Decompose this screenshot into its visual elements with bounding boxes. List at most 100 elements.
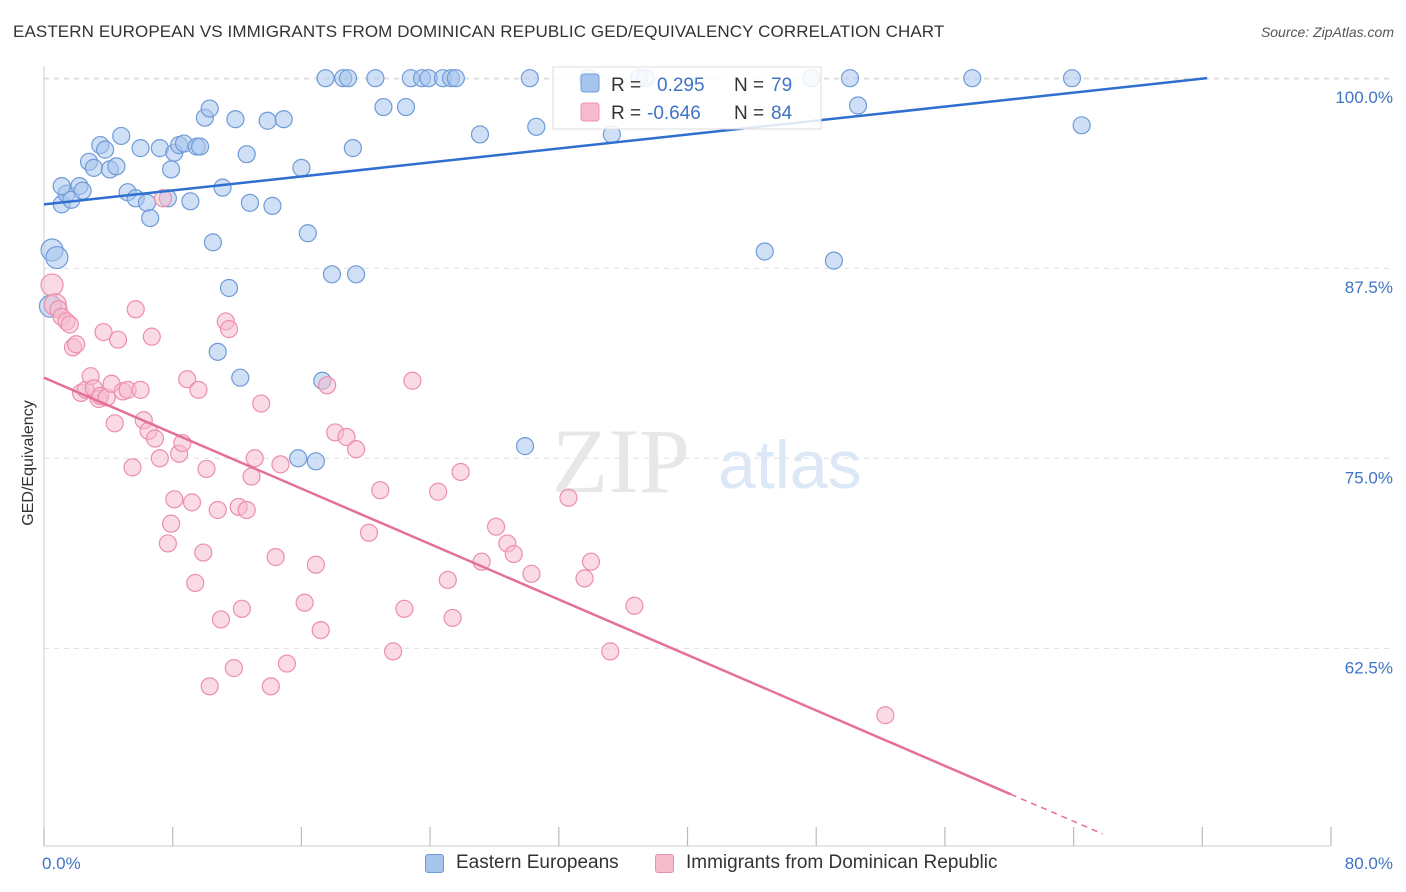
point-dominican-immigrants <box>575 569 594 588</box>
point-eastern-europeans <box>107 157 126 176</box>
point-dominican-immigrants <box>271 455 290 474</box>
point-dominican-immigrants <box>266 548 285 567</box>
point-dominican-immigrants <box>451 462 470 482</box>
legend: Eastern Europeans Immigrants from Domini… <box>0 852 1406 878</box>
point-eastern-europeans <box>366 69 385 88</box>
point-dominican-immigrants <box>40 273 64 297</box>
point-dominican-immigrants <box>346 440 366 459</box>
point-eastern-europeans <box>316 69 335 88</box>
point-eastern-europeans <box>96 140 115 159</box>
point-dominican-immigrants <box>295 593 314 612</box>
point-dominican-immigrants <box>126 300 145 319</box>
point-dominican-immigrants <box>67 335 86 354</box>
point-eastern-europeans <box>520 69 539 88</box>
point-eastern-europeans <box>213 178 232 197</box>
point-eastern-europeans <box>161 160 181 179</box>
point-eastern-europeans <box>1062 69 1082 88</box>
point-eastern-europeans <box>374 97 393 117</box>
point-eastern-europeans <box>515 437 535 456</box>
point-dominican-immigrants <box>359 523 379 542</box>
point-eastern-europeans <box>1072 116 1091 135</box>
stats-box: R = 0.295 N = 79 R = -0.646 N = 84 <box>552 66 822 130</box>
point-dominican-immigrants <box>158 534 177 553</box>
point-dominican-immigrants <box>60 315 79 334</box>
stats-r-label-1: R = <box>611 75 641 96</box>
point-dominican-immigrants <box>189 380 208 399</box>
point-eastern-europeans <box>346 265 366 284</box>
point-dominican-immigrants <box>200 677 219 696</box>
point-eastern-europeans <box>131 139 150 158</box>
point-eastern-europeans <box>219 278 239 298</box>
source-label: Source: ZipAtlas.com <box>1260 24 1394 40</box>
y-axis-label: GED/Equivalency <box>20 400 37 525</box>
stats-n-label-2: N = <box>734 103 764 124</box>
point-dominican-immigrants <box>186 573 205 593</box>
point-dominican-immigrants <box>145 429 165 448</box>
series-eastern-europeans <box>38 69 1091 471</box>
point-dominican-immigrants <box>161 514 181 533</box>
point-eastern-europeans <box>200 99 219 118</box>
y-tick-label: 62.5% <box>1345 658 1393 677</box>
point-eastern-europeans <box>322 265 342 284</box>
point-eastern-europeans <box>289 449 308 468</box>
point-eastern-europeans <box>446 69 465 88</box>
point-dominican-immigrants <box>94 322 113 342</box>
point-eastern-europeans <box>208 342 227 361</box>
point-dominican-immigrants <box>237 500 256 520</box>
stats-n-value-1: 79 <box>771 75 792 96</box>
point-dominican-immigrants <box>232 599 251 618</box>
point-dominican-immigrants <box>108 330 128 349</box>
point-dominican-immigrants <box>165 490 184 509</box>
axes <box>43 66 1332 847</box>
point-eastern-europeans <box>470 125 490 144</box>
point-eastern-europeans <box>84 158 103 177</box>
point-dominican-immigrants <box>194 543 213 562</box>
point-dominican-immigrants <box>486 517 506 536</box>
point-eastern-europeans <box>258 111 277 130</box>
point-dominican-immigrants <box>105 414 124 433</box>
point-eastern-europeans <box>137 193 157 212</box>
point-dominican-immigrants <box>438 570 457 590</box>
stats-swatch-blue <box>580 73 600 93</box>
chart-title: EASTERN EUROPEAN VS IMMIGRANTS FROM DOMI… <box>13 22 945 41</box>
point-dominican-immigrants <box>876 706 895 725</box>
watermark-atlas: atlas <box>718 427 862 503</box>
point-dominican-immigrants <box>371 481 390 500</box>
trend-line-eastern-europeans <box>43 76 1208 206</box>
point-dominican-immigrants <box>123 458 142 477</box>
point-eastern-europeans <box>263 196 282 215</box>
stats-n-value-2: 84 <box>771 103 793 124</box>
point-eastern-europeans <box>237 145 256 164</box>
legend-item-dominican-immigrants[interactable]: Immigrants from Dominican Republic <box>655 852 998 874</box>
point-dominican-immigrants <box>142 327 161 346</box>
legend-swatch-pink <box>655 853 674 873</box>
y-tick-label: 100.0% <box>1335 88 1393 107</box>
point-eastern-europeans <box>274 110 293 129</box>
point-eastern-europeans <box>338 69 358 88</box>
point-eastern-europeans <box>824 251 843 270</box>
point-eastern-europeans <box>240 193 260 212</box>
grid-lines <box>44 77 1394 649</box>
trend-lines <box>43 76 1208 835</box>
stats-r-label-2: R = <box>611 103 641 124</box>
legend-item-eastern-europeans[interactable]: Eastern Europeans <box>425 852 619 874</box>
point-eastern-europeans <box>52 177 71 196</box>
point-eastern-europeans <box>73 181 92 200</box>
stats-r-value-1: 0.295 <box>657 75 705 96</box>
point-eastern-europeans <box>755 242 774 261</box>
tick-labels: 100.0% 87.5% 75.0% 62.5% 0.0% 80.0% <box>42 88 1393 873</box>
stats-n-label-1: N = <box>734 75 764 96</box>
point-dominican-immigrants <box>522 564 541 583</box>
point-dominican-immigrants <box>625 596 644 615</box>
point-eastern-europeans <box>527 117 546 136</box>
point-dominican-immigrants <box>131 380 150 399</box>
point-dominican-immigrants <box>306 555 325 574</box>
stats-r-value-2: -0.646 <box>647 103 701 124</box>
point-eastern-europeans <box>190 137 210 156</box>
point-eastern-europeans <box>840 69 860 88</box>
point-dominican-immigrants <box>383 642 403 661</box>
point-dominican-immigrants <box>182 493 202 512</box>
point-eastern-europeans <box>226 110 245 129</box>
point-dominican-immigrants <box>403 371 422 390</box>
